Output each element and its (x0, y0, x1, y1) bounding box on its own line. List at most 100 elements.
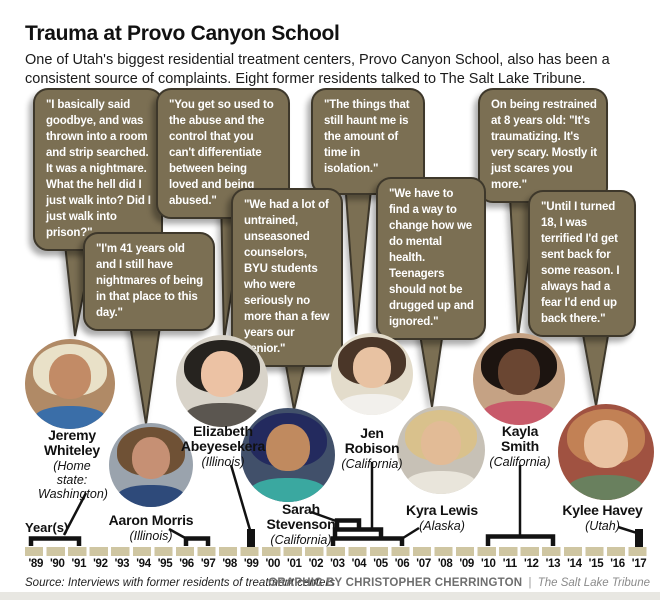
person-label-kyra-lewis: Kyra Lewis (Alaska) (394, 502, 490, 534)
person-label-elizabeth-abeyesekera: Elizabeth Abeyesekera (Illinois) (178, 423, 268, 470)
portrait-aaron-morris (109, 423, 193, 507)
portrait-sarah-stevenson (241, 408, 335, 502)
timeline-bar (25, 547, 650, 556)
year-label: '17 (631, 558, 647, 570)
avatar-torso (405, 471, 477, 494)
source-note: Source: Interviews with former residents… (25, 577, 335, 589)
year-label: '10 (480, 558, 496, 570)
person-location: (Utah) (585, 519, 620, 533)
year-label: '04 (351, 558, 367, 570)
portrait-kylee-havey (558, 404, 654, 500)
year-label: '00 (265, 558, 281, 570)
avatar-torso (250, 477, 326, 502)
year-label: '89 (28, 558, 44, 570)
person-label-jen-robison: Jen Robison (California) (337, 425, 407, 472)
page-subtitle: One of Utah's biggest residential treatm… (25, 51, 610, 87)
bottom-edge-strip (0, 592, 660, 600)
portrait-jen-robison (331, 333, 413, 415)
year-label: '07 (416, 558, 431, 570)
quote-text: "I basically said goodbye, and was throw… (46, 99, 151, 239)
year-label: '08 (437, 558, 453, 570)
credit-separator: | (528, 577, 532, 589)
avatar-torso (117, 485, 185, 507)
year-label: '12 (524, 558, 539, 570)
speech-bubble-kyra-lewis: "We have to find a way to change how we … (376, 177, 486, 340)
timeline-year-labels: '89 '90 '91 '92 '93 '94 '95 '96 '97 '98 '99 '00 '01 '… (25, 558, 650, 570)
person-name: Kayla Smith (501, 423, 539, 454)
year-label: '96 (179, 558, 194, 570)
person-name: Kyra Lewis (406, 502, 478, 518)
speech-bubble-sarah-stevenson: "We had a lot of untrained, unseasoned c… (231, 188, 343, 367)
person-label-sarah-stevenson: Sarah Stevenson (California) (259, 502, 343, 548)
speech-bubble-kylee-havey: "Until I turned 18, I was terrified I'd … (528, 190, 636, 337)
year-label: '92 (93, 558, 108, 570)
speech-bubble-aaron-morris: "I'm 41 years old and I still have night… (83, 232, 215, 331)
year-label: '09 (459, 558, 475, 570)
person-location: (Alaska) (419, 519, 465, 533)
year-label: '99 (243, 558, 259, 570)
speech-bubble-jeremy-whiteley: "I basically said goodbye, and was throw… (33, 88, 163, 251)
year-label: '94 (136, 558, 151, 570)
avatar-torso (34, 405, 106, 429)
page-title: Trauma at Provo Canyon School (25, 22, 340, 46)
avatar-torso (339, 393, 405, 415)
quote-text: "We have to find a way to change how we … (389, 188, 474, 328)
year-label: '15 (588, 558, 604, 570)
year-label: '03 (330, 558, 345, 570)
speech-bubble-elizabeth-abeyesekera: "You get so used to the abuse and the co… (156, 88, 290, 219)
speech-bubble-jen-robison: "The things that still haunt me is the a… (311, 88, 425, 195)
avatar-face (353, 346, 391, 388)
person-location: (California) (489, 455, 551, 469)
portrait-elizabeth-abeyesekera (176, 335, 268, 427)
year-label: '98 (222, 558, 238, 570)
quote-text: "The things that still haunt me is the a… (324, 99, 410, 175)
person-name: Jen Robison (344, 425, 400, 456)
year-label: '93 (114, 558, 130, 570)
avatar-face (49, 354, 91, 400)
quote-text: "We had a lot of untrained, unseasoned c… (244, 199, 330, 355)
person-name: Jeremy Whiteley (44, 427, 100, 458)
avatar-face (266, 423, 310, 471)
timeline-mark-elizabeth-abeyesekera (247, 529, 255, 547)
person-location: (Home state: Washington) (38, 459, 108, 501)
person-label-kayla-smith: Kayla Smith (California) (485, 423, 555, 470)
person-label-jeremy-whiteley: Jeremy Whiteley (Home state: Washington) (38, 427, 108, 502)
year-label: '97 (200, 558, 216, 570)
avatar-torso (185, 403, 259, 427)
person-label-kylee-havey: Kylee Havey (Utah) (550, 502, 655, 534)
year-label: '11 (502, 558, 517, 570)
year-label: '16 (610, 558, 625, 570)
timeline-range-kyra-lewis (330, 536, 405, 546)
avatar-face (497, 348, 541, 395)
person-label-aaron-morris: Aaron Morris (Illinois) (91, 513, 211, 544)
credit-byline: GRAPHIC BY CHRISTOPHER CHERRINGTON | The… (268, 577, 650, 589)
avatar-face (583, 420, 629, 469)
person-location: (Illinois) (201, 455, 245, 469)
portrait-kayla-smith (473, 333, 565, 425)
person-location: (California) (270, 533, 332, 547)
credit-graphic-by: GRAPHIC BY CHRISTOPHER CHERRINGTON (268, 577, 523, 589)
avatar-face (420, 420, 462, 465)
year-label: '90 (50, 558, 65, 570)
bubble-tail-jen-robison (343, 179, 374, 335)
portrait-kyra-lewis (397, 406, 485, 494)
year-label: '14 (567, 558, 582, 570)
speech-bubble-kayla-smith: On being restrained at 8 years old: "It'… (478, 88, 608, 203)
year-label: '06 (394, 558, 410, 570)
year-label: '05 (373, 558, 388, 570)
person-name: Elizabeth Abeyesekera (180, 423, 266, 454)
avatar-torso (482, 401, 556, 425)
avatar-torso (567, 475, 645, 500)
avatar-face (131, 437, 171, 480)
year-label: '95 (157, 558, 173, 570)
year-label: '91 (71, 558, 87, 570)
credit-publication: The Salt Lake Tribune (537, 577, 650, 589)
quote-text: "You get so used to the abuse and the co… (169, 99, 274, 207)
person-location: (California) (341, 457, 403, 471)
person-name: Kylee Havey (562, 502, 643, 518)
avatar-face (200, 350, 244, 397)
quote-text: "I'm 41 years old and I still have night… (96, 243, 204, 319)
quote-text: On being restrained at 8 years old: "It'… (491, 99, 597, 191)
timeline-range-jeremy-whiteley (28, 536, 82, 546)
quote-text: "Until I turned 18, I was terrified I'd … (541, 201, 620, 325)
